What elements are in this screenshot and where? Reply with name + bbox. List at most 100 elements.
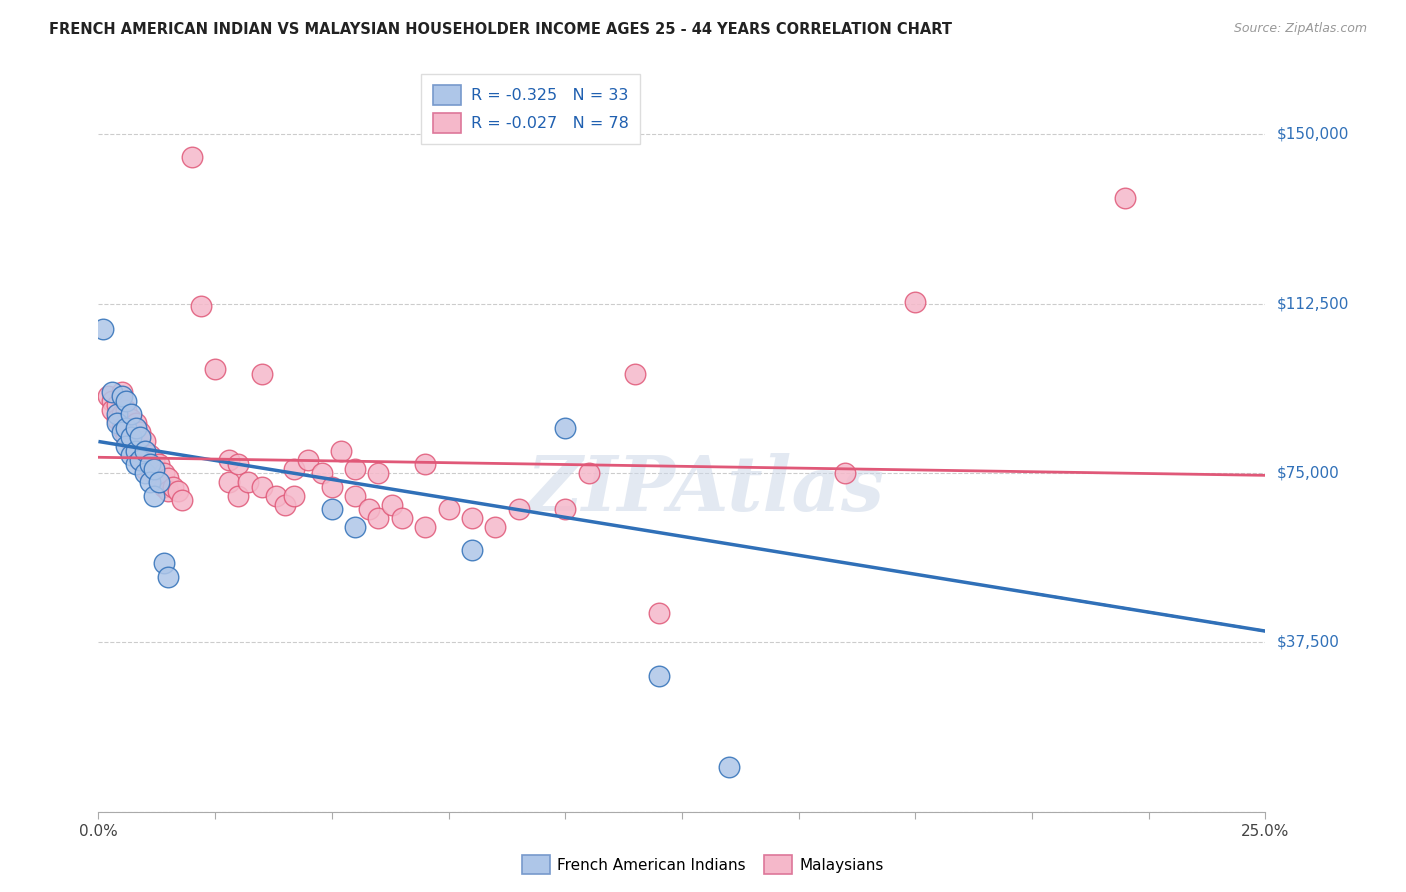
Point <box>344 520 367 534</box>
Point <box>125 443 148 458</box>
Point <box>139 461 162 475</box>
Point <box>162 480 184 494</box>
Point <box>381 498 404 512</box>
Point <box>125 421 148 435</box>
Point <box>321 480 343 494</box>
Point <box>134 461 156 475</box>
Point <box>283 489 305 503</box>
Point <box>101 393 124 408</box>
Point <box>218 452 240 467</box>
Point <box>125 457 148 471</box>
Point <box>105 398 128 412</box>
Point <box>115 421 138 435</box>
Point <box>152 466 174 480</box>
Point <box>624 367 647 381</box>
Point <box>111 389 134 403</box>
Point <box>172 493 194 508</box>
Point <box>264 489 287 503</box>
Text: ZIPAtlas: ZIPAtlas <box>526 453 884 527</box>
Point <box>250 367 273 381</box>
Point <box>437 502 460 516</box>
Point <box>461 542 484 557</box>
Point <box>344 461 367 475</box>
Point <box>413 520 436 534</box>
Point <box>508 502 530 516</box>
Point <box>166 484 188 499</box>
Point <box>218 475 240 489</box>
Point <box>139 448 162 462</box>
Point <box>148 475 170 489</box>
Point <box>120 425 142 440</box>
Point <box>554 502 576 516</box>
Point <box>97 389 120 403</box>
Point <box>717 759 740 773</box>
Point <box>367 511 389 525</box>
Point <box>311 466 333 480</box>
Point <box>129 452 152 467</box>
Point <box>120 412 142 426</box>
Text: $75,000: $75,000 <box>1277 466 1340 481</box>
Point <box>228 489 250 503</box>
Point <box>152 557 174 571</box>
Point <box>111 425 134 440</box>
Point <box>236 475 259 489</box>
Point <box>484 520 506 534</box>
Point <box>157 470 180 484</box>
Point <box>297 452 319 467</box>
Point <box>134 443 156 458</box>
Point <box>283 461 305 475</box>
Point <box>647 669 669 683</box>
Point <box>115 393 138 408</box>
Point <box>129 443 152 458</box>
Point <box>148 475 170 489</box>
Point <box>274 498 297 512</box>
Point <box>190 299 212 313</box>
Point <box>157 484 180 499</box>
Point <box>143 489 166 503</box>
Point <box>344 489 367 503</box>
Text: $37,500: $37,500 <box>1277 635 1340 650</box>
Point <box>129 425 152 440</box>
Legend: French American Indians, Malaysians: French American Indians, Malaysians <box>516 849 890 880</box>
Point <box>148 457 170 471</box>
Legend: R = -0.325   N = 33, R = -0.027   N = 78: R = -0.325 N = 33, R = -0.027 N = 78 <box>422 74 640 145</box>
Point <box>115 417 138 431</box>
Point <box>134 466 156 480</box>
Point <box>834 466 856 480</box>
Text: Source: ZipAtlas.com: Source: ZipAtlas.com <box>1233 22 1367 36</box>
Point <box>120 408 142 422</box>
Point <box>143 461 166 475</box>
Text: $150,000: $150,000 <box>1277 127 1348 142</box>
Point <box>367 466 389 480</box>
Point <box>120 448 142 462</box>
Point <box>143 466 166 480</box>
Text: FRENCH AMERICAN INDIAN VS MALAYSIAN HOUSEHOLDER INCOME AGES 25 - 44 YEARS CORREL: FRENCH AMERICAN INDIAN VS MALAYSIAN HOUS… <box>49 22 952 37</box>
Point <box>359 502 381 516</box>
Point <box>105 417 128 431</box>
Point <box>115 430 138 444</box>
Point <box>204 362 226 376</box>
Point <box>125 417 148 431</box>
Point <box>152 480 174 494</box>
Point <box>554 421 576 435</box>
Point <box>461 511 484 525</box>
Point <box>101 403 124 417</box>
Point <box>904 294 927 309</box>
Point <box>180 150 202 164</box>
Point <box>139 457 162 471</box>
Point <box>111 408 134 422</box>
Point <box>1114 191 1136 205</box>
Point <box>157 570 180 584</box>
Point <box>115 403 138 417</box>
Point <box>115 439 138 453</box>
Point <box>139 475 162 489</box>
Point <box>647 606 669 620</box>
Point <box>129 430 152 444</box>
Point <box>101 384 124 399</box>
Point <box>105 408 128 422</box>
Point <box>91 321 114 335</box>
Point <box>330 443 353 458</box>
Text: $112,500: $112,500 <box>1277 296 1348 311</box>
Point <box>129 452 152 467</box>
Point <box>134 452 156 467</box>
